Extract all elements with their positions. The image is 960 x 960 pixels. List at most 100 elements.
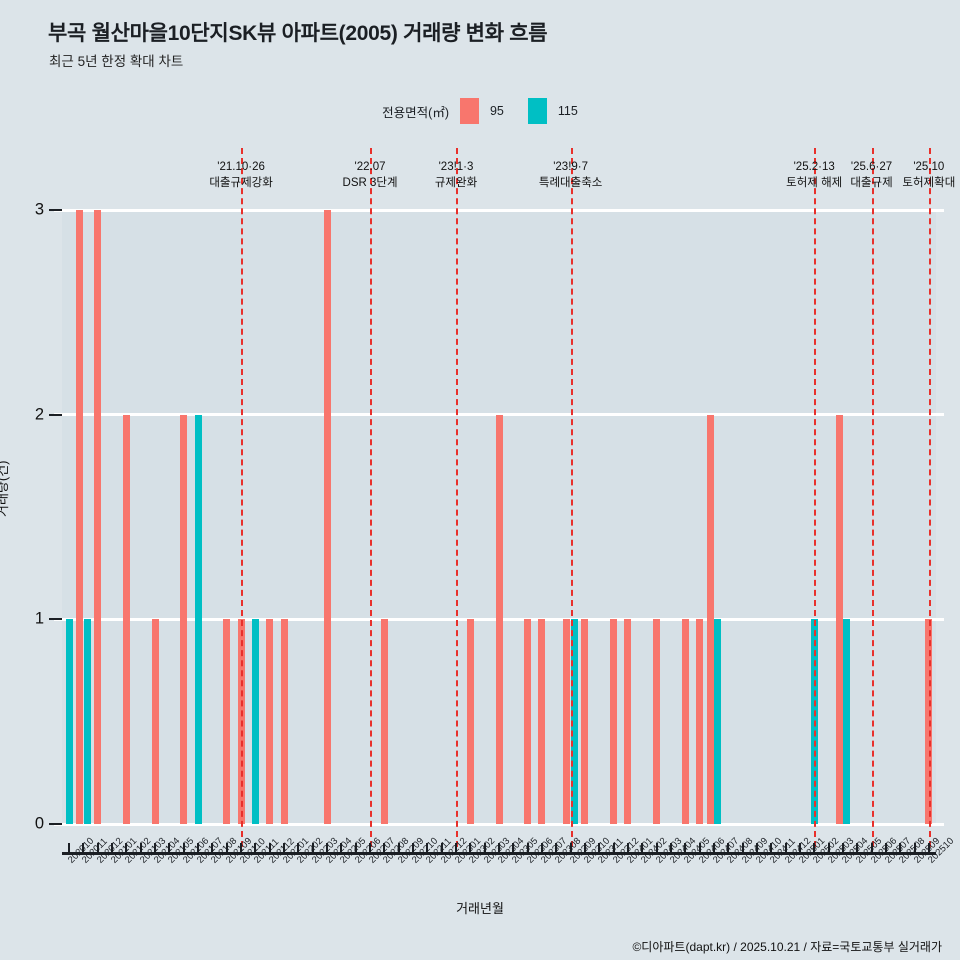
x-tick-mark [397,843,400,852]
x-tick-mark [669,843,672,852]
x-tick-mark [655,843,658,852]
event-text: 토허제 해제 [786,177,843,189]
legend-swatch-95 [459,98,479,124]
y-tick-label: 3 [34,200,44,219]
x-tick-mark [369,843,372,852]
x-tick-mark [326,843,329,852]
event-date: '25.2·13 [793,161,835,173]
event-line [871,148,874,847]
x-tick-mark [111,843,114,852]
x-tick-mark [913,843,916,852]
x-tick-mark [82,843,85,852]
y-tick-mark [49,209,62,211]
bar [180,414,188,824]
x-tick-mark [540,843,543,852]
x-tick-mark [755,843,758,852]
x-tick-mark [254,843,257,852]
legend-title: 전용면적(㎡) [382,105,449,120]
bar [323,210,331,824]
x-tick-mark [154,843,157,852]
x-tick-mark [612,843,615,852]
bar [151,619,159,824]
bar [714,619,722,824]
x-tick-mark [684,843,687,852]
x-tick-mark [698,843,701,852]
event-line [241,148,244,847]
chart-legend: 전용면적(㎡) 95 115 [0,98,960,124]
event-date: '23!9·7 [553,161,589,173]
event-date: '25.6·27 [850,161,893,173]
event-text: DSR 3단계 [342,177,398,189]
event-annotation: '21.10·26 대출규제강화 [209,160,272,191]
y-tick-label: 2 [34,405,44,424]
x-tick-mark [526,843,529,852]
y-tick-label: 1 [34,609,44,628]
event-date: '23!1·3 [438,161,474,173]
x-tick-mark [354,843,357,852]
x-tick-mark [283,843,286,852]
bar [280,619,288,824]
x-tick-mark [583,843,586,852]
x-tick-mark [870,843,873,852]
x-tick-mark [240,843,243,852]
bar [563,619,571,824]
event-date: '22.07 [354,161,386,173]
bar [581,619,589,824]
bar [76,210,84,824]
y-tick-mark [49,413,62,416]
bar [696,619,704,824]
event-line [370,148,373,847]
bar [524,619,532,824]
x-tick-mark [297,843,300,852]
page-title: 부곡 월산마을10단지SK뷰 아파트(2005) 거래량 변화 흐름 [48,22,548,45]
legend-swatch-115 [527,98,547,124]
bar [843,619,851,824]
x-tick-mark [798,843,801,852]
bar [466,619,474,824]
gridline [54,822,944,826]
y-axis-labels: 0 1 2 3 [0,201,960,833]
bar [194,414,202,824]
y-tick-mark [49,618,62,621]
x-tick-mark [412,843,415,852]
x-tick-mark [784,843,787,852]
event-text: 토허제확대 [902,177,956,189]
x-tick-mark [139,843,142,852]
event-text: 대출규제 [850,177,893,189]
x-tick-mark [311,843,314,852]
x-tick-mark [841,843,844,852]
x-tick-mark [96,843,99,852]
x-tick-mark [741,843,744,852]
x-axis-line [62,843,936,855]
x-tick-mark [125,843,128,852]
gridline [54,413,944,417]
bar [706,414,714,824]
legend-label-115: 115 [557,104,578,118]
event-text: 특례대출축소 [538,177,603,189]
event-text: 규제완화 [434,177,478,189]
bar [380,619,388,824]
event-date: '25.10 [913,161,945,173]
x-tick-mark [813,843,816,852]
bar [624,619,632,824]
y-tick-mark [49,823,62,825]
event-annotation: '25.6·27 대출규제 [850,160,892,191]
bar [681,619,689,824]
x-tick-mark [899,843,902,852]
x-tick-mark [512,843,515,852]
event-date: '21.10·26 [217,161,265,173]
chart-plot-area [54,148,944,847]
bar [65,619,73,824]
x-tick-mark [641,843,644,852]
event-annotation: '23!9·7 특례대출축소 [539,160,602,191]
gridline [54,208,944,212]
bar [653,619,661,824]
event-annotation: '25.2·13 토허제 해제 [786,160,842,191]
bar [835,414,843,824]
page-subtitle: 최근 5년 한정 확대 차트 [49,54,184,69]
x-tick-mark [856,843,859,852]
y-axis-title: 거래량(건) [0,460,10,518]
x-tick-mark [426,843,429,852]
event-line [456,148,459,847]
bar [223,619,231,824]
